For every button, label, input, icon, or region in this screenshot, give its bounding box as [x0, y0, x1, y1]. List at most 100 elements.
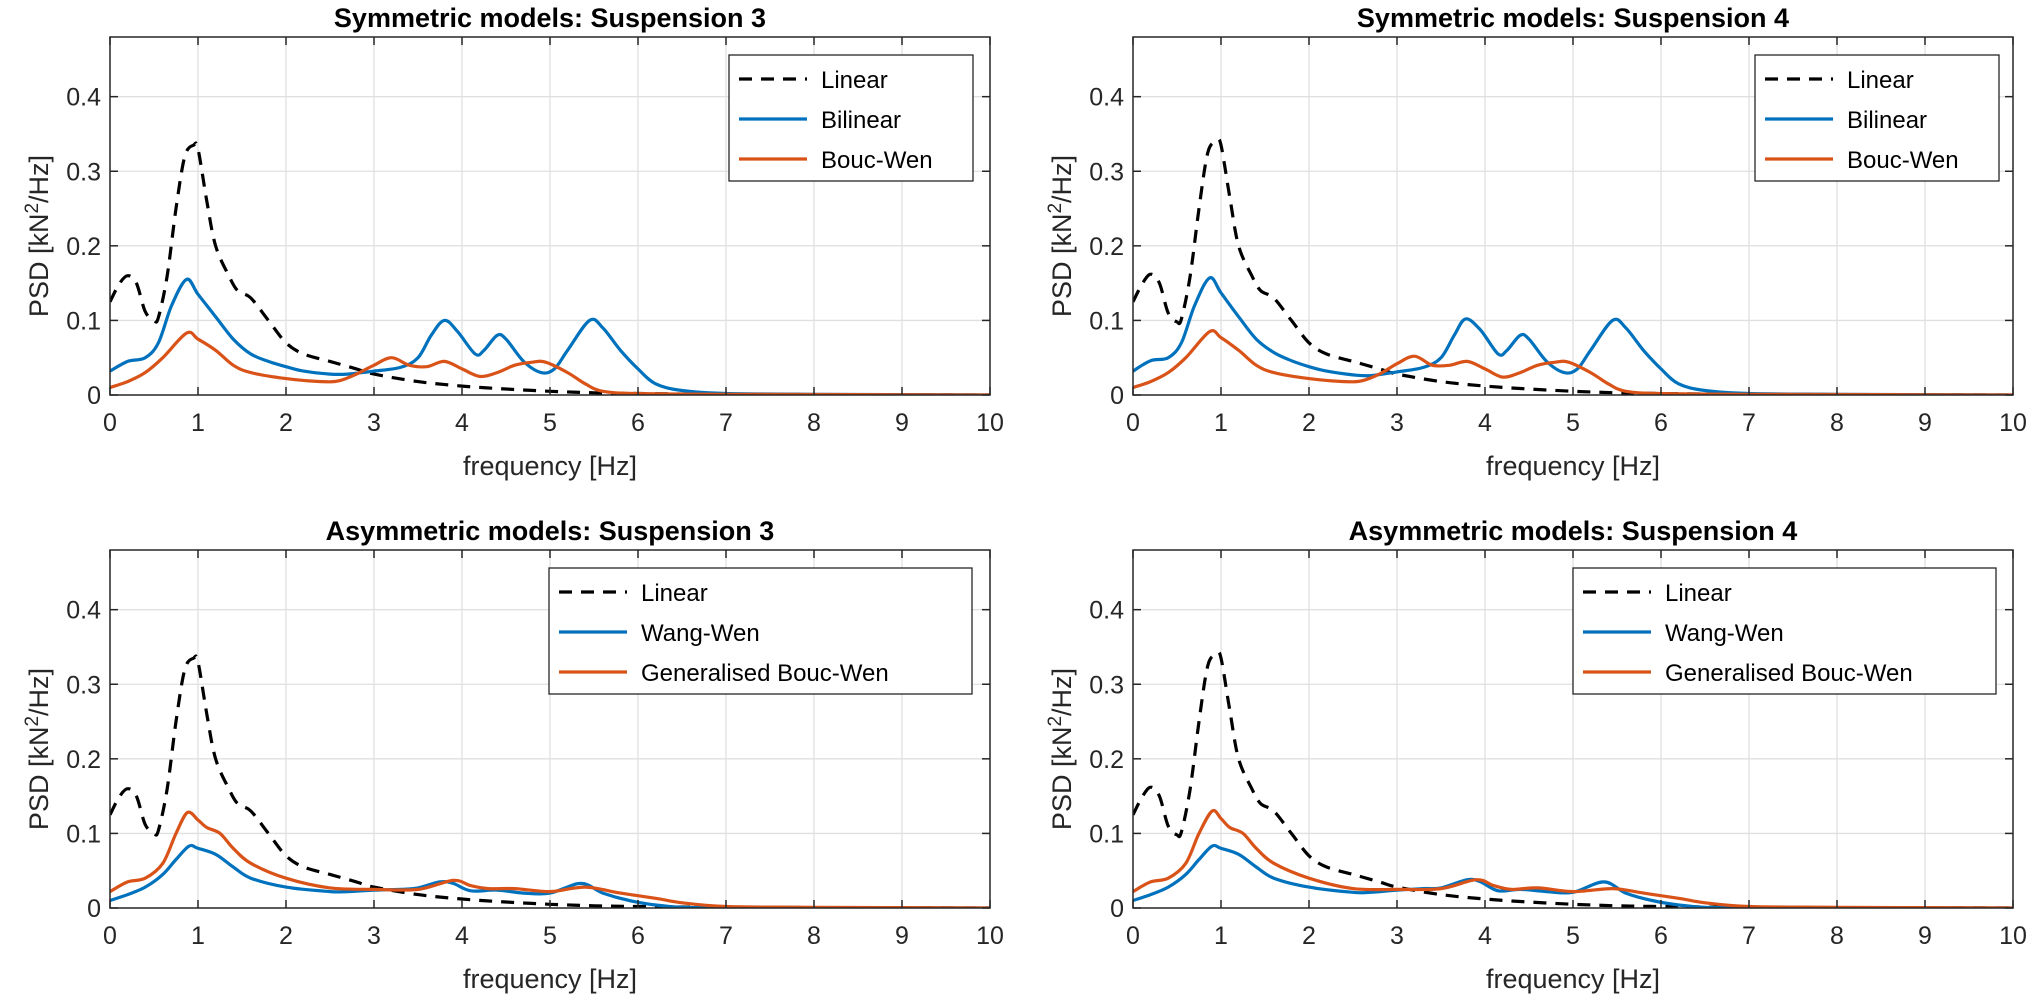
x-tick-label: 8 — [1830, 922, 1844, 950]
x-tick-label: 4 — [1478, 409, 1492, 437]
y-label-part: /Hz] — [1047, 155, 1077, 203]
x-tick-label: 0 — [1126, 922, 1140, 950]
y-label-superscript: 2 — [22, 203, 43, 214]
y-tick-label: 0.1 — [66, 820, 101, 848]
legend-entry: Linear — [641, 580, 708, 607]
y-label-part: PSD [kN — [1047, 214, 1077, 318]
x-tick-label: 10 — [976, 922, 1004, 950]
x-tick-label: 10 — [976, 409, 1004, 437]
x-axis-label: frequency [Hz] — [1486, 451, 1660, 481]
y-label-superscript: 2 — [1045, 716, 1066, 727]
legend: Linear Wang-Wen Generalised Bouc-Wen — [1572, 567, 1997, 695]
series-line-bouc-wen — [110, 330, 990, 395]
legend: Linear Bilinear Bouc-Wen — [728, 54, 974, 182]
legend-entry: Bouc-Wen — [821, 147, 933, 174]
x-tick-label: 6 — [631, 409, 645, 437]
x-tick-label: 0 — [1126, 409, 1140, 437]
legend-entry: Bilinear — [1847, 107, 1927, 134]
y-tick-label: 0.3 — [1089, 671, 1124, 699]
legend: Linear Wang-Wen Generalised Bouc-Wen — [548, 567, 973, 695]
y-tick-label: 0.4 — [66, 84, 101, 112]
y-label-part: PSD [kN — [24, 727, 54, 831]
x-tick-label: 5 — [543, 409, 557, 437]
x-tick-label: 1 — [1214, 922, 1228, 950]
x-axis-label: frequency [Hz] — [1486, 964, 1660, 994]
y-tick-label: 0.3 — [66, 158, 101, 186]
y-tick-label: 0 — [87, 895, 101, 923]
subplot-title: Asymmetric models: Suspension 4 — [1349, 516, 1798, 546]
legend: Linear Bilinear Bouc-Wen — [1754, 54, 2000, 182]
legend-entry: Generalised Bouc-Wen — [1665, 660, 1913, 687]
y-tick-label: 0.2 — [66, 746, 101, 774]
y-label-superscript: 2 — [1045, 203, 1066, 214]
x-tick-label: 2 — [279, 409, 293, 437]
legend-entry: Linear — [821, 67, 888, 94]
x-tick-label: 7 — [719, 409, 733, 437]
y-tick-label: 0 — [87, 382, 101, 410]
subplot-title: Symmetric models: Suspension 4 — [1357, 3, 1789, 33]
y-tick-label: 0 — [1110, 382, 1124, 410]
x-tick-label: 7 — [719, 922, 733, 950]
x-tick-label: 9 — [1918, 922, 1932, 950]
legend-entry: Bouc-Wen — [1847, 147, 1959, 174]
y-label-part: /Hz] — [24, 155, 54, 203]
x-tick-label: 3 — [367, 409, 381, 437]
subplot-3: 0 1 2 3 4 5 6 7 8 9 10 0 0.1 0.2 0.3 0.4 Asymmetric mode… — [22, 516, 1004, 994]
x-tick-label: 4 — [1478, 922, 1492, 950]
x-tick-label: 1 — [1214, 409, 1228, 437]
x-tick-label: 6 — [631, 922, 645, 950]
x-tick-label: 8 — [807, 922, 821, 950]
y-tick-label: 0.2 — [1089, 233, 1124, 261]
x-tick-label: 4 — [455, 409, 469, 437]
x-tick-label: 1 — [191, 409, 205, 437]
subplot-title: Symmetric models: Suspension 3 — [334, 3, 766, 33]
x-tick-label: 0 — [103, 922, 117, 950]
y-axis-label: PSD [kN2/Hz] — [1045, 155, 1077, 317]
legend-entry: Bilinear — [821, 107, 901, 134]
series-line-linear — [1133, 650, 2013, 908]
y-label-part: /Hz] — [24, 668, 54, 716]
x-tick-label: 7 — [1742, 922, 1756, 950]
x-tick-label: 3 — [1390, 409, 1404, 437]
x-axis-label: frequency [Hz] — [463, 451, 637, 481]
series-line-generalised-bouc-wen — [1133, 808, 2013, 908]
y-tick-label: 0.4 — [1089, 84, 1124, 112]
x-axis-label: frequency [Hz] — [463, 964, 637, 994]
y-tick-label: 0.3 — [66, 671, 101, 699]
subplot-1: 0 1 2 3 4 5 6 7 8 9 10 0 0.1 0.2 0.3 0.4 Symmetric model… — [22, 3, 1004, 481]
x-tick-label: 3 — [1390, 922, 1404, 950]
x-tick-label: 3 — [367, 922, 381, 950]
subplot-title: Asymmetric models: Suspension 3 — [326, 516, 775, 546]
x-tick-label: 10 — [1999, 922, 2027, 950]
y-label-superscript: 2 — [22, 716, 43, 727]
series-line-bilinear — [110, 277, 990, 395]
legend-entry: Wang-Wen — [1665, 620, 1784, 647]
y-axis-label: PSD [kN2/Hz] — [22, 668, 54, 830]
x-tick-label: 8 — [807, 409, 821, 437]
x-tick-label: 8 — [1830, 409, 1844, 437]
x-tick-label: 2 — [1302, 922, 1316, 950]
series-line-generalised-bouc-wen — [110, 810, 990, 908]
y-tick-label: 0.4 — [1089, 597, 1124, 625]
y-tick-label: 0.3 — [1089, 158, 1124, 186]
y-tick-label: 0.1 — [1089, 820, 1124, 848]
subplot-4: 0 1 2 3 4 5 6 7 8 9 10 0 0.1 0.2 0.3 0.4 Asymmetric mode… — [1045, 516, 2027, 994]
subplot-2: 0 1 2 3 4 5 6 7 8 9 10 0 0.1 0.2 0.3 0.4 Symmetric model… — [1045, 3, 2027, 481]
x-tick-label: 2 — [279, 922, 293, 950]
x-tick-label: 9 — [1918, 409, 1932, 437]
series-line-bouc-wen — [1133, 329, 2013, 395]
x-tick-label: 9 — [895, 922, 909, 950]
x-tick-label: 0 — [103, 409, 117, 437]
x-tick-label: 1 — [191, 922, 205, 950]
legend-entry: Linear — [1665, 580, 1732, 607]
x-tick-label: 2 — [1302, 409, 1316, 437]
x-tick-label: 5 — [1566, 409, 1580, 437]
x-tick-label: 10 — [1999, 409, 2027, 437]
y-axis-label: PSD [kN2/Hz] — [22, 155, 54, 317]
y-tick-label: 0.2 — [1089, 746, 1124, 774]
y-label-part: PSD [kN — [1047, 727, 1077, 831]
x-tick-label: 4 — [455, 922, 469, 950]
x-tick-label: 5 — [1566, 922, 1580, 950]
y-tick-label: 0.2 — [66, 233, 101, 261]
